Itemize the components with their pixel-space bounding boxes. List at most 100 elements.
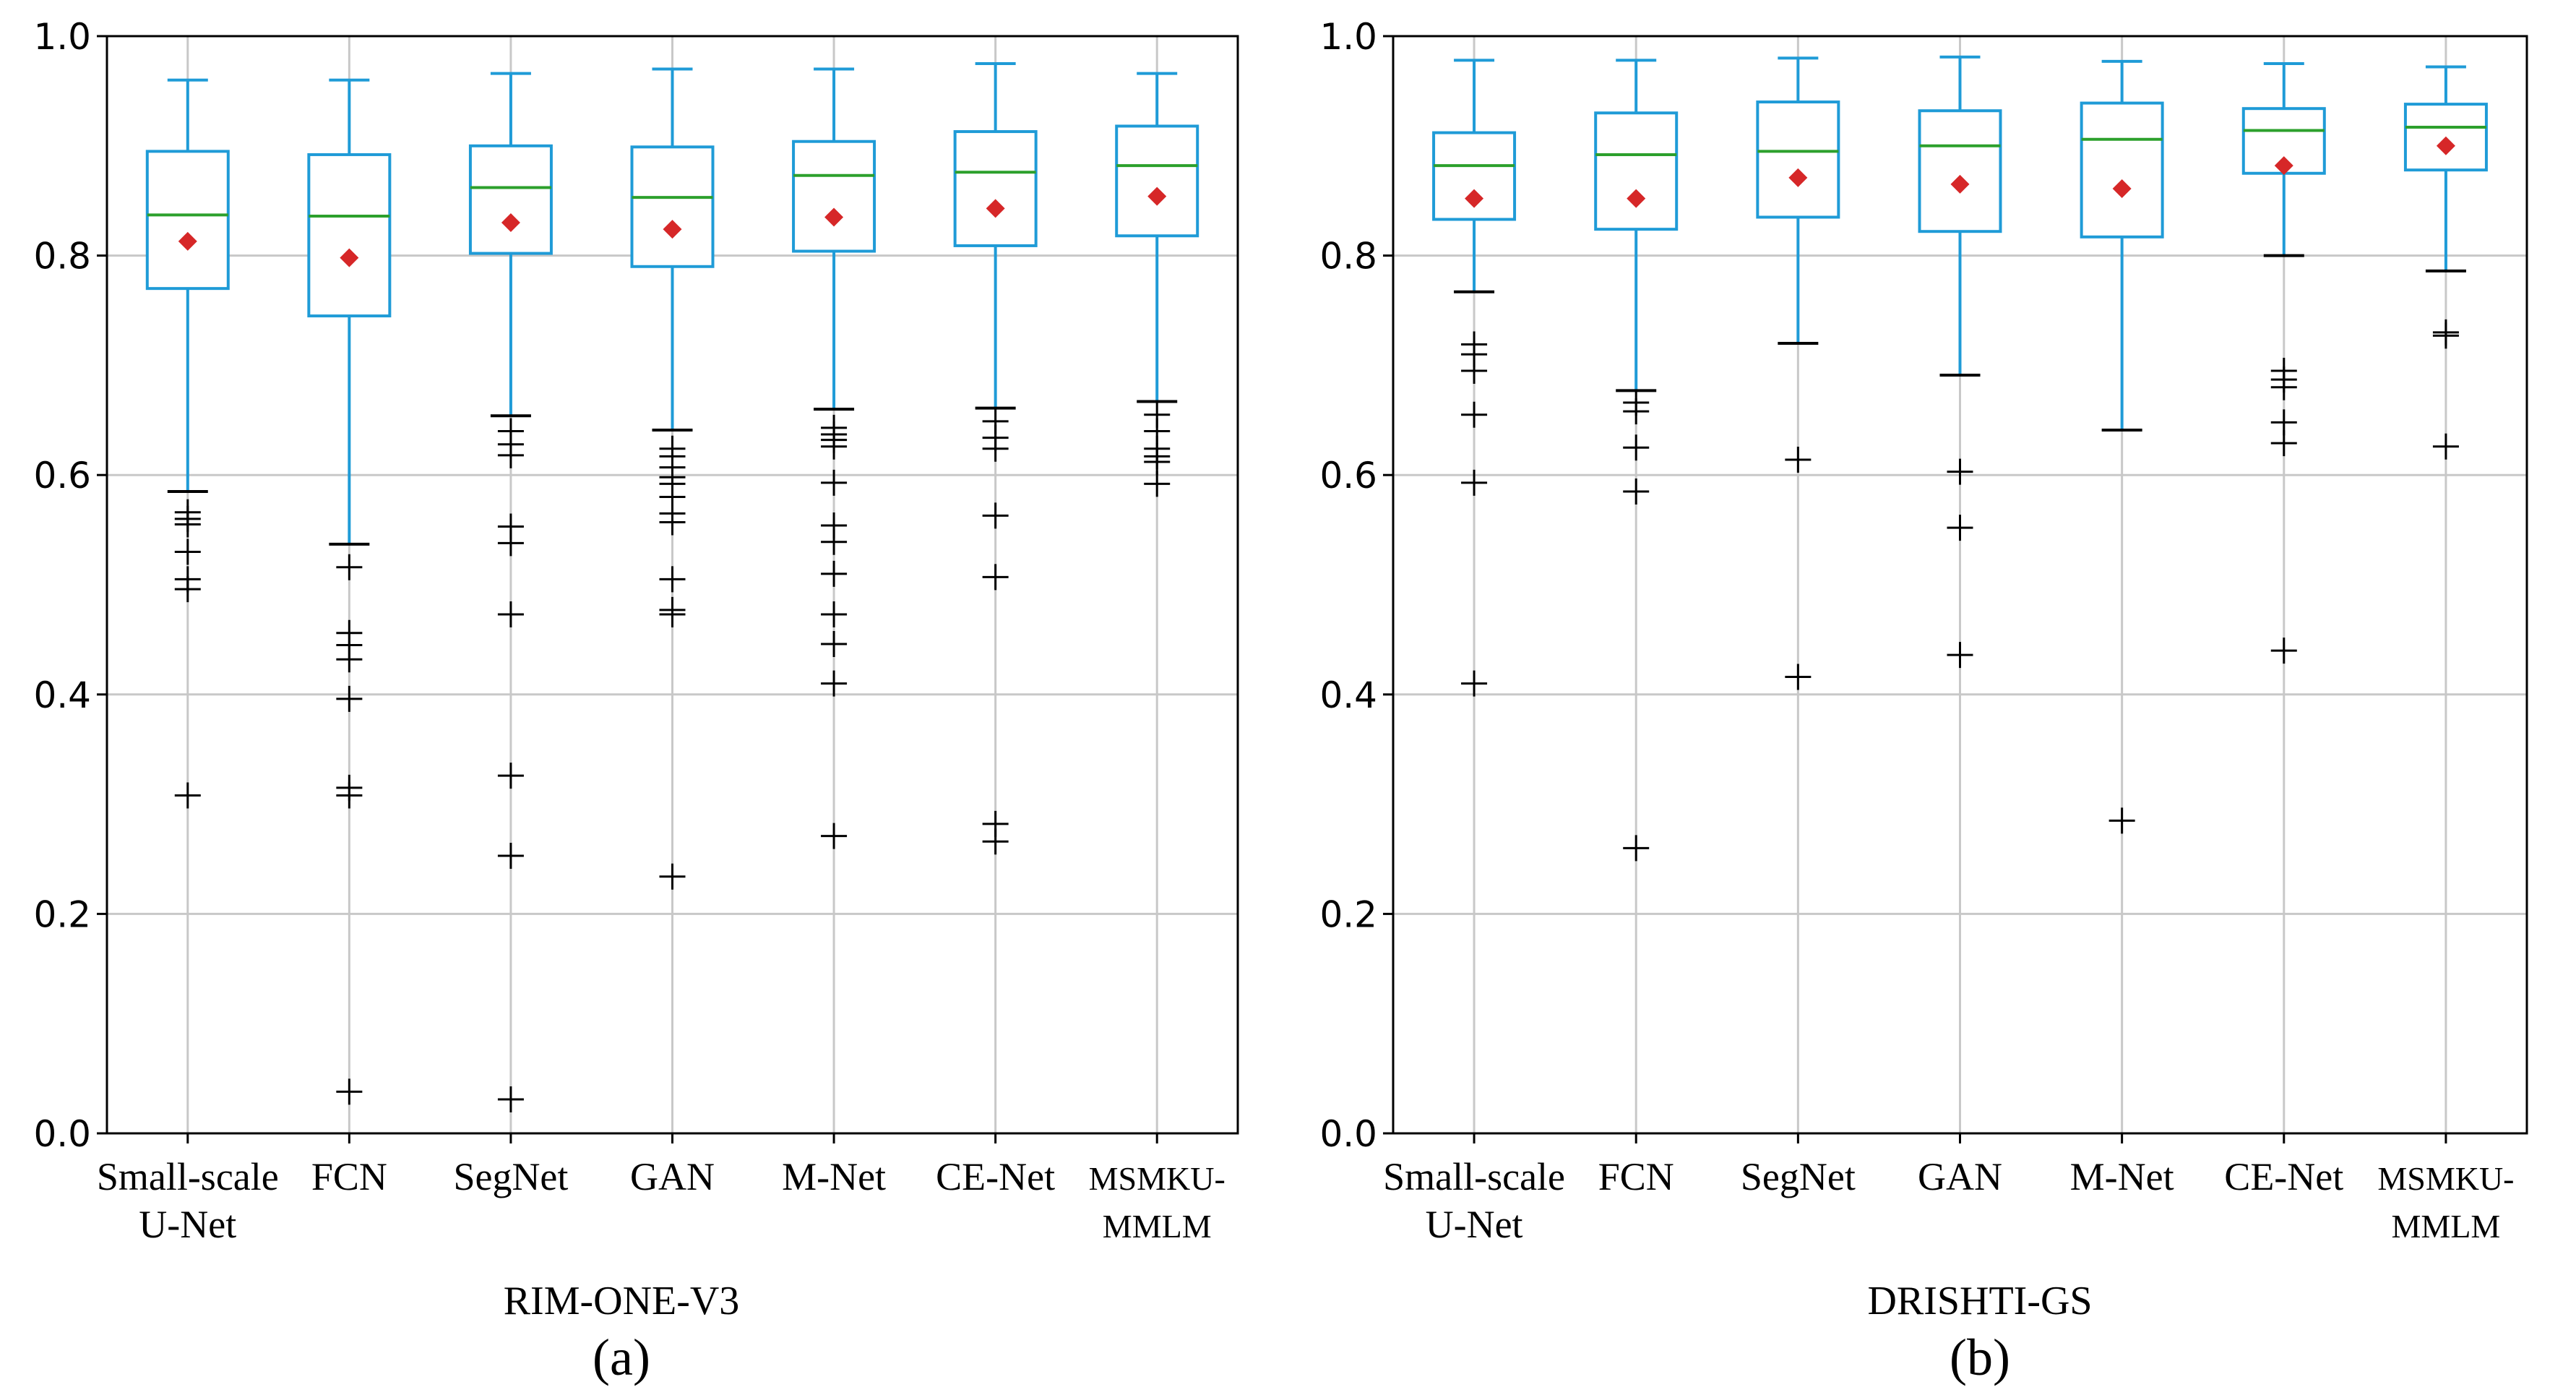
box-group	[792, 67, 876, 849]
x-tick-label: CE-Net	[936, 1155, 1055, 1198]
mean-marker	[1465, 189, 1484, 208]
flier-marker	[1144, 448, 1171, 475]
flier-marker	[821, 823, 848, 849]
y-tick-label: 0.8	[1319, 236, 1377, 278]
flier-marker	[2270, 430, 2297, 457]
y-tick-label: 0.2	[33, 893, 91, 935]
flier-marker	[1947, 642, 1973, 669]
flier-marker	[1785, 446, 1812, 473]
mean-marker	[2436, 136, 2455, 155]
flier-marker	[659, 601, 686, 627]
box-group	[1432, 59, 1517, 697]
box-group	[145, 78, 230, 809]
flier-marker	[497, 763, 524, 789]
iqr-box	[145, 150, 230, 291]
mean-marker	[2274, 156, 2293, 176]
x-tick-label: GAN	[630, 1155, 715, 1198]
flier-marker	[2108, 807, 2135, 834]
flier-marker	[336, 782, 363, 809]
flier-marker	[1461, 401, 1488, 428]
flier-marker	[821, 433, 848, 460]
flier-marker	[1461, 670, 1488, 697]
y-tick-label: 1.0	[1319, 16, 1377, 58]
plot-frame	[105, 35, 1239, 1135]
flier-marker	[497, 842, 524, 869]
flier-marker	[174, 511, 201, 538]
box-group	[953, 61, 1038, 855]
x-tick-label: FCN	[1598, 1155, 1674, 1198]
y-tick-label: 1.0	[33, 16, 91, 58]
flier-marker	[821, 560, 848, 587]
box-group	[1115, 72, 1199, 497]
mean-marker	[1788, 168, 1808, 187]
flier-marker	[1144, 471, 1171, 497]
iqr-box	[1115, 124, 1199, 238]
iqr-box	[1594, 111, 1679, 231]
mean-marker	[1950, 174, 1970, 194]
y-tick-label: 0.2	[1319, 893, 1377, 935]
flier-marker	[1623, 398, 1650, 425]
y-tick-label: 0.4	[33, 674, 91, 716]
y-tick-label: 0.0	[33, 1113, 91, 1155]
flier-marker	[982, 828, 1009, 855]
iqr-box	[792, 140, 876, 253]
flier-marker	[174, 576, 201, 603]
mean-marker	[824, 207, 844, 227]
box-group	[630, 67, 715, 890]
box-group	[307, 78, 392, 1105]
mean-marker	[501, 213, 520, 233]
flier-marker	[1623, 835, 1650, 862]
x-tick-label: M-Net	[782, 1155, 886, 1198]
flier-marker	[2432, 433, 2459, 460]
iqr-box	[630, 145, 715, 268]
iqr-box	[1756, 100, 1840, 219]
mean-marker	[2112, 179, 2132, 199]
flier-marker	[336, 685, 363, 712]
panel-caption: (a)	[593, 1329, 650, 1386]
flier-marker	[497, 530, 524, 557]
flier-marker	[659, 863, 686, 890]
flier-marker	[821, 528, 848, 555]
panel-a: 0.0 0.2 0.4 0.6 0.8 1.0 Small-scale U-Net FCN Seg…	[33, 16, 1239, 1386]
box-group	[2241, 61, 2326, 664]
panel-caption: (b)	[1950, 1329, 2010, 1386]
flier-marker	[2270, 374, 2297, 400]
y-tick-label: 0.4	[1319, 674, 1377, 716]
plot-frame	[1392, 35, 2528, 1135]
flier-marker	[336, 646, 363, 673]
y-tick-label: 0.0	[1319, 1113, 1377, 1155]
y-tick-label: 0.6	[33, 455, 91, 497]
x-tick-label: Small-scale	[97, 1155, 279, 1198]
flier-marker	[1785, 664, 1812, 690]
flier-marker	[2270, 638, 2297, 664]
x-tick-label: FCN	[311, 1155, 387, 1198]
x-tick-label: CE-Net	[2224, 1155, 2343, 1198]
flier-marker	[821, 670, 848, 697]
flier-marker	[1461, 469, 1488, 496]
flier-marker	[336, 1078, 363, 1105]
x-axis-label: RIM-ONE-V3	[504, 1279, 740, 1323]
flier-marker	[659, 566, 686, 593]
box-group	[1594, 59, 1679, 862]
flier-marker	[174, 538, 201, 565]
panel-b: 0.0 0.2 0.4 0.6 0.8 1.0 Small-scale U-Net FCN Seg…	[1319, 16, 2528, 1386]
flier-marker	[982, 502, 1009, 529]
x-tick-label: MSMKU-	[2377, 1160, 2514, 1197]
x-tick-label: M-Net	[2070, 1155, 2174, 1198]
flier-marker	[821, 630, 848, 657]
flier-marker	[174, 782, 201, 809]
mean-marker	[1147, 186, 1167, 206]
mean-marker	[663, 220, 682, 239]
x-tick-label: GAN	[1918, 1155, 2002, 1198]
iqr-box	[1918, 109, 2002, 233]
x-tick-label: MMLM	[2392, 1208, 2501, 1245]
box-group	[2080, 59, 2164, 834]
flier-marker	[1623, 478, 1650, 505]
x-tick-label: Small-scale	[1383, 1155, 1565, 1198]
box-group	[468, 72, 553, 1112]
x-tick-label: U-Net	[139, 1203, 236, 1246]
x-tick-label: SegNet	[1741, 1155, 1856, 1198]
flier-marker	[2432, 322, 2459, 349]
flier-marker	[497, 601, 524, 627]
